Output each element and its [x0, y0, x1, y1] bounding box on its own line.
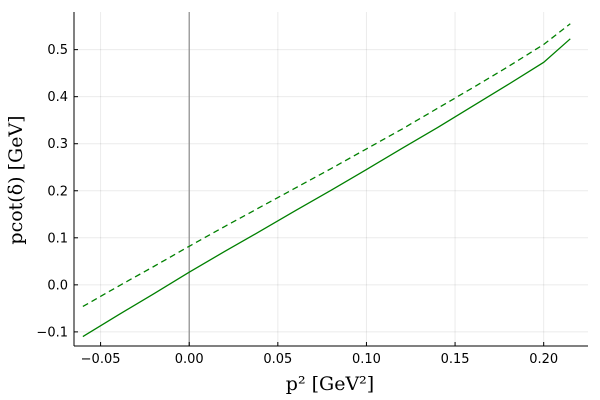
solid-series-line	[82, 38, 571, 338]
x-tick-label-4: 0.15	[441, 352, 470, 367]
y-tick-labels: −0.1 0.0 0.1 0.2 0.3 0.4 0.5	[36, 43, 68, 340]
y-tick-label-5: 0.4	[47, 90, 68, 105]
x-tick-label-2: 0.05	[263, 352, 292, 367]
y-tick-label-0: −0.1	[36, 325, 68, 340]
y-tick-label-3: 0.2	[47, 184, 68, 199]
series-layer	[82, 23, 571, 338]
dashed-series-line	[82, 23, 571, 308]
y-tick-label-6: 0.5	[47, 43, 68, 58]
grid	[74, 12, 588, 346]
x-tick-labels: −0.05 0.00 0.05 0.10 0.15 0.20	[81, 352, 559, 367]
x-tick-label-1: 0.00	[175, 352, 204, 367]
x-tick-label-0: −0.05	[81, 352, 121, 367]
x-tick-label-5: 0.20	[529, 352, 558, 367]
y-tick-label-4: 0.3	[47, 137, 68, 152]
x-axis-label: p² [GeV²]	[286, 373, 374, 395]
y-tick-label-1: 0.0	[47, 278, 68, 293]
axes	[73, 12, 588, 347]
y-axis-label: pcot(δ) [GeV]	[5, 115, 27, 244]
y-tick-label-2: 0.1	[47, 231, 68, 246]
x-tick-label-3: 0.10	[352, 352, 381, 367]
